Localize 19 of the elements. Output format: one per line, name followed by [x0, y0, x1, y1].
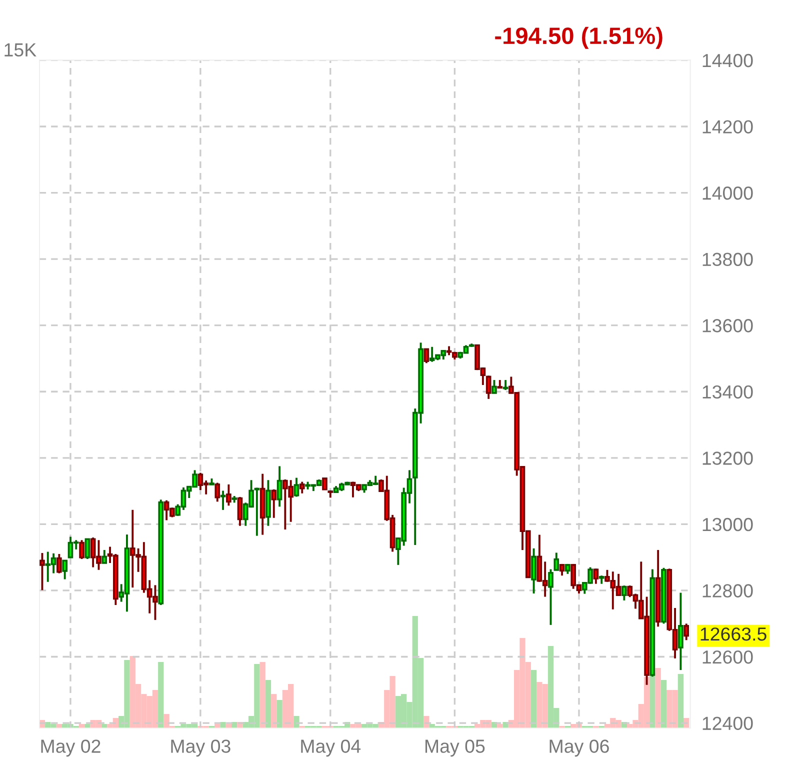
x-tick-label: May 05 — [425, 740, 485, 757]
text: 12663.5 — [700, 627, 766, 641]
y-tick-label: 13600 — [702, 319, 753, 332]
y-tick-label: 13800 — [702, 252, 753, 266]
x-tick-label: May 03 — [171, 740, 230, 757]
y-tick-label: 14000 — [702, 186, 753, 200]
x-tick-label: May 02 — [41, 740, 100, 757]
y-tick-label: 12800 — [702, 584, 753, 598]
y-tick-label: 14200 — [702, 120, 753, 134]
y-tick-label: 14400 — [702, 54, 753, 68]
y2-tick-label: 15K — [4, 43, 36, 57]
x-tick-label: May 06 — [550, 740, 609, 757]
y-tick-label: 13400 — [702, 385, 753, 399]
chart-title: -194.50 (1.51%) — [495, 26, 662, 49]
x-tick-label: May 04 — [301, 740, 361, 757]
y-tick-label: 13200 — [702, 452, 753, 465]
y-tick-label: 13000 — [702, 518, 753, 532]
y-tick-label: 12400 — [702, 716, 753, 730]
y-tick-label: 12600 — [702, 650, 753, 664]
